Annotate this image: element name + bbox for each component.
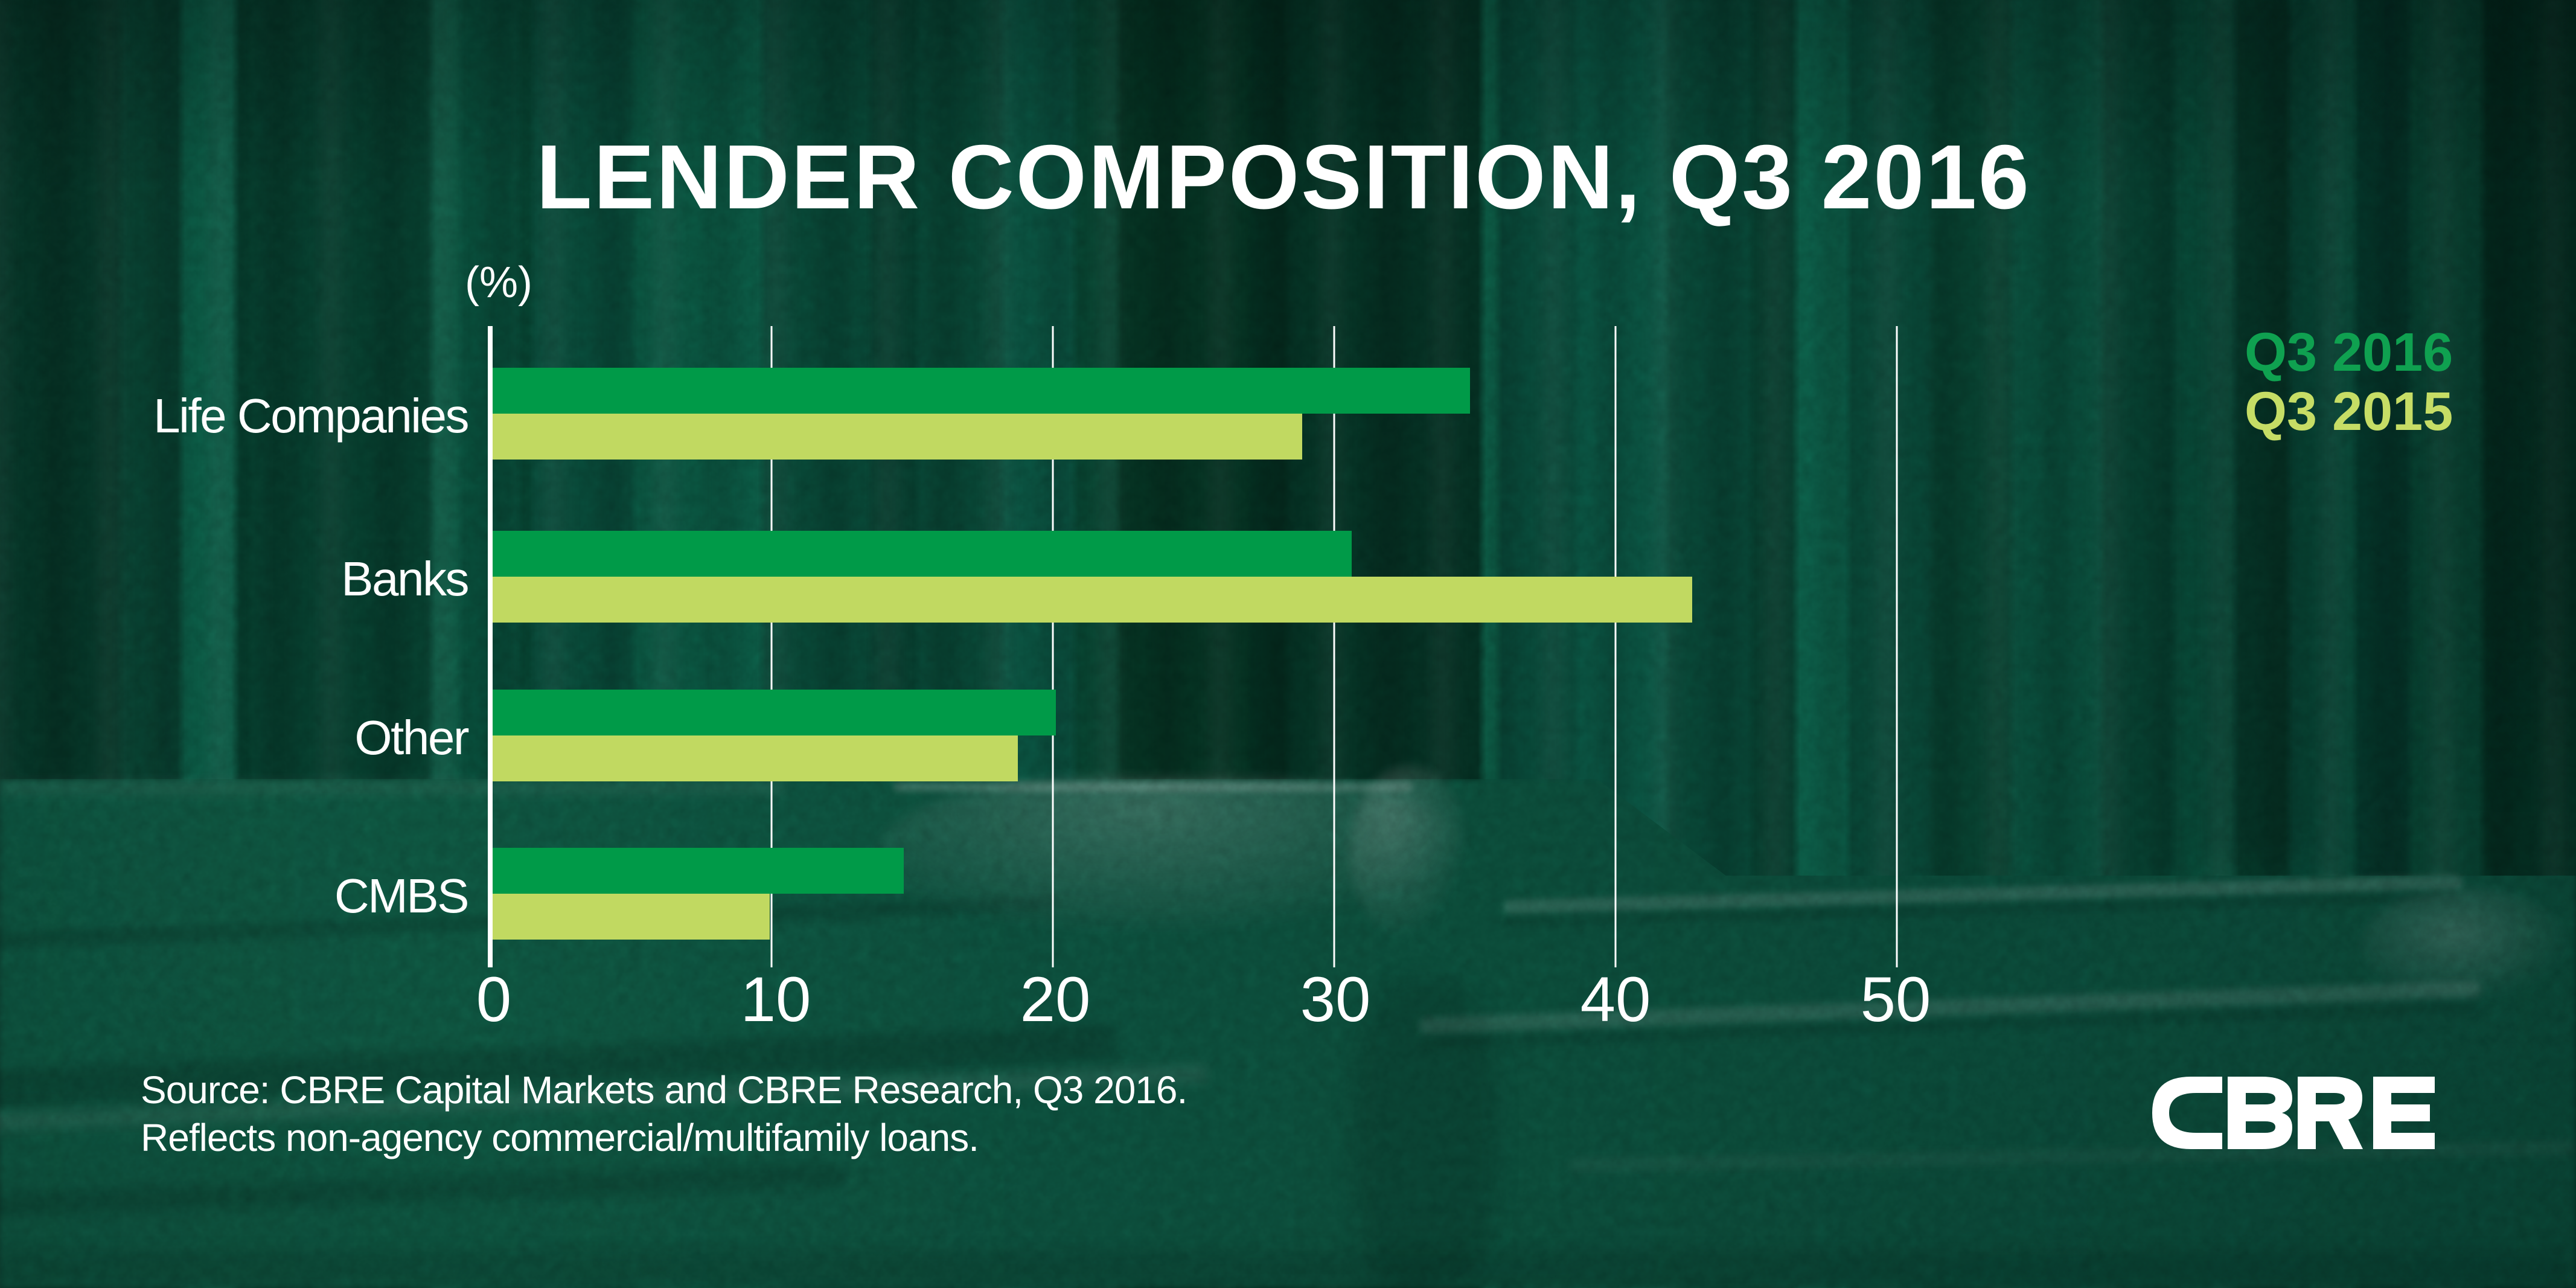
svg-text:LENDER COMPOSITION, Q3 2016: LENDER COMPOSITION, Q3 2016 [536,126,2030,228]
svg-text:Q3 2015: Q3 2015 [2245,382,2453,442]
svg-text:(%): (%) [465,258,532,307]
svg-text:20: 20 [1020,964,1091,1035]
svg-text:Reflects non-agency commercial: Reflects non-agency commercial/multifami… [141,1116,979,1159]
svg-text:50: 50 [1861,964,1931,1035]
svg-text:Other: Other [354,711,468,764]
svg-text:10: 10 [741,964,811,1035]
svg-text:Source: CBRE Capital Markets a: Source: CBRE Capital Markets and CBRE Re… [141,1068,1187,1112]
svg-text:Banks: Banks [341,552,468,606]
svg-text:Life Companies: Life Companies [153,389,468,443]
svg-text:0: 0 [476,964,511,1035]
svg-text:CMBS: CMBS [334,869,468,923]
svg-text:40: 40 [1580,964,1651,1035]
svg-text:Q3 2016: Q3 2016 [2245,322,2453,383]
svg-text:30: 30 [1300,964,1371,1035]
